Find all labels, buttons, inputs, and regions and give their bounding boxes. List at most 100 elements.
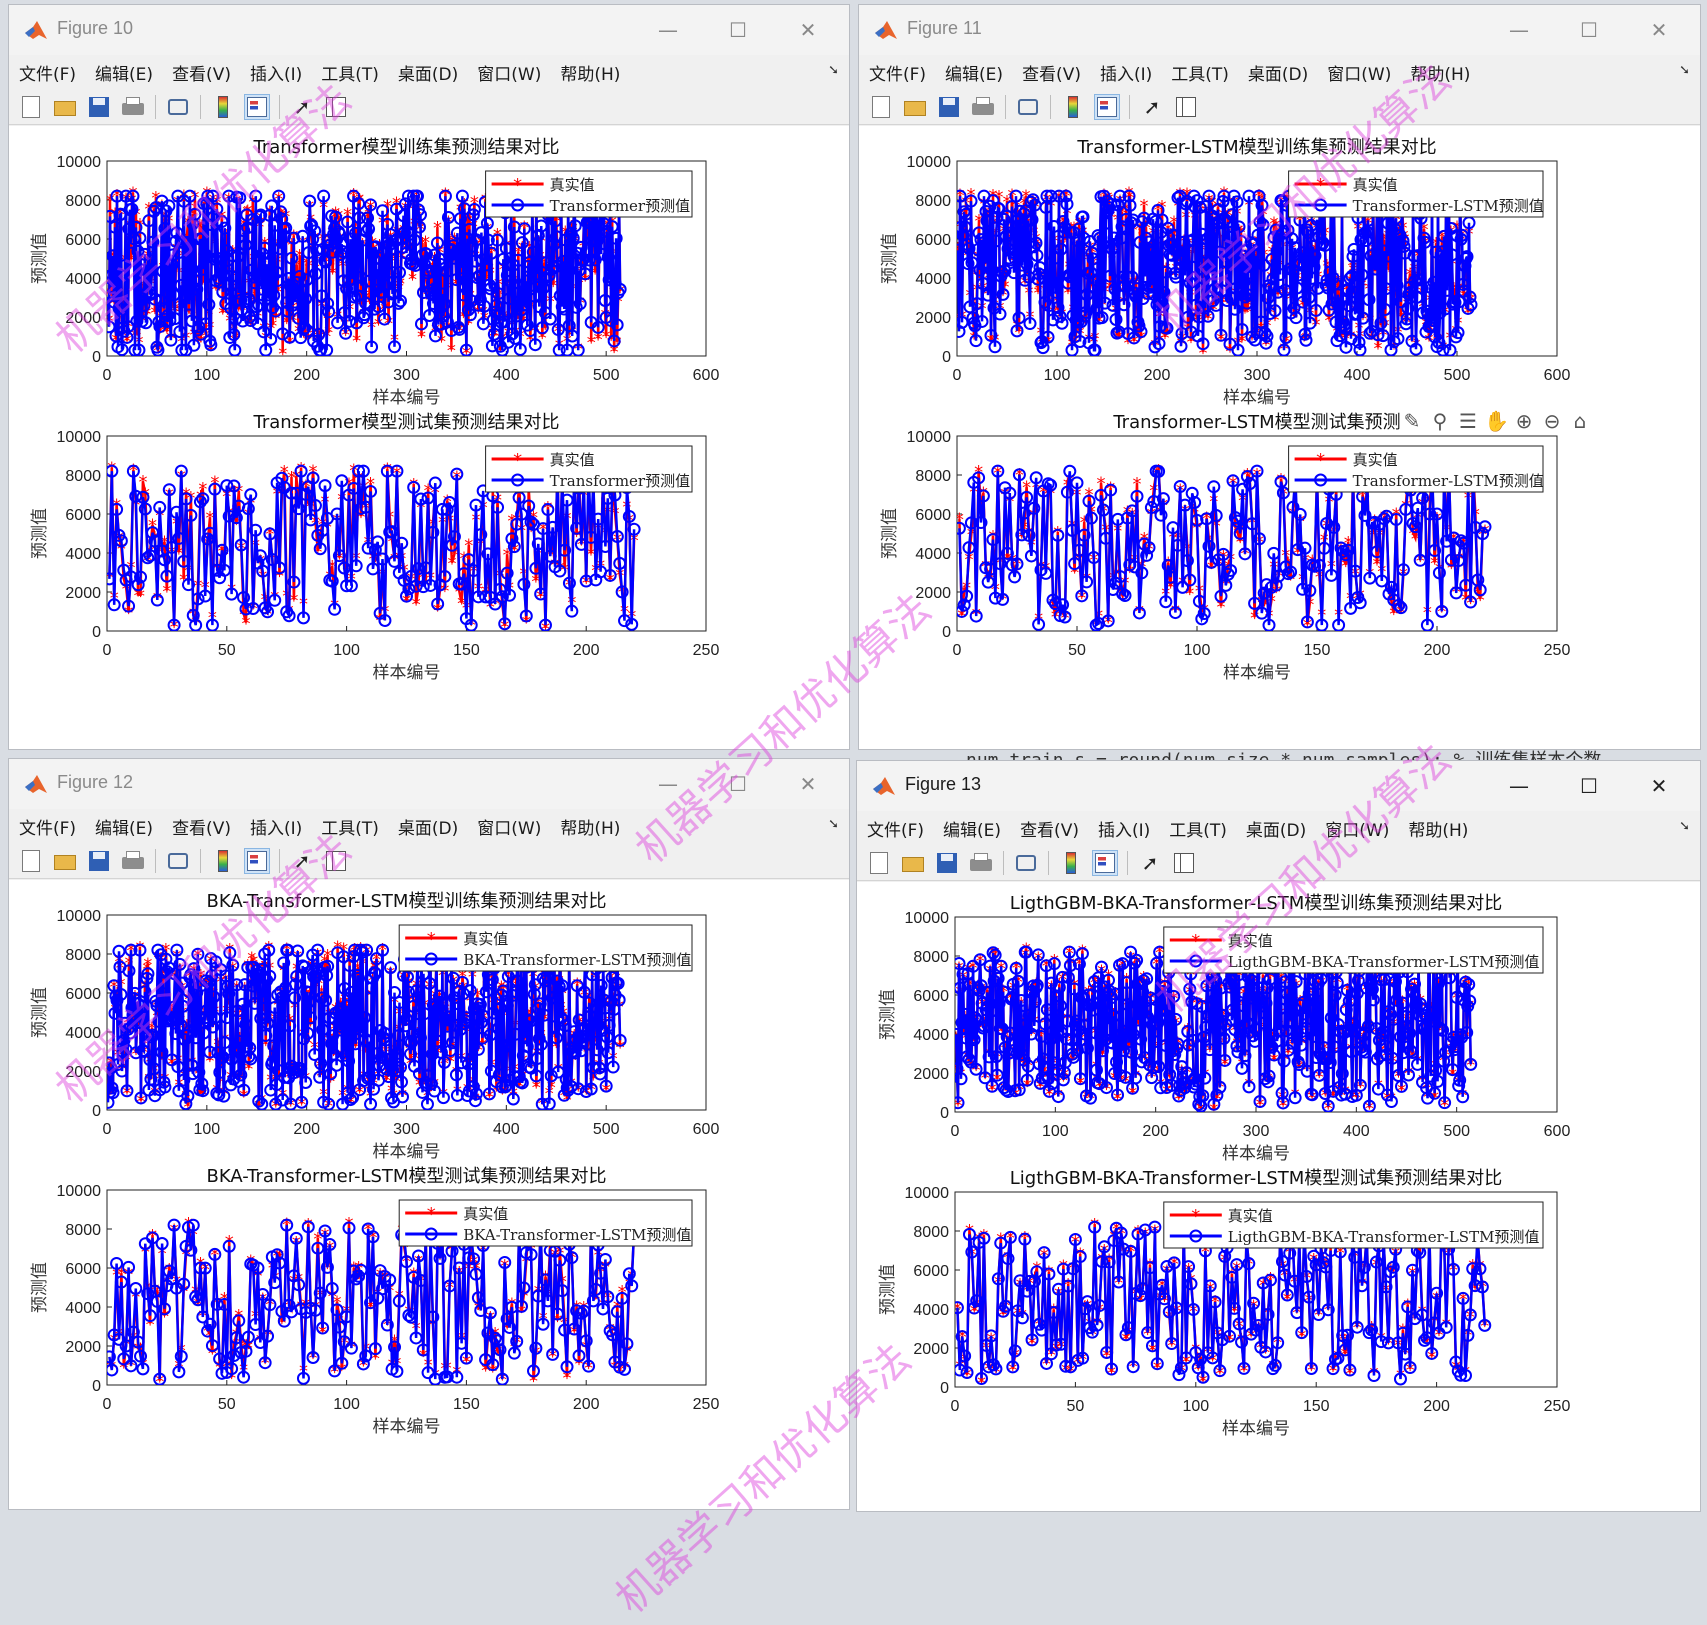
menu-overflow-icon[interactable]: ➘ (828, 63, 839, 78)
menu-item-2[interactable]: 查看(V) (1018, 816, 1081, 841)
maximize-icon[interactable]: ☐ (703, 765, 773, 803)
menu-item-0[interactable]: 文件(F) (867, 60, 928, 85)
pointer-icon[interactable]: ➚ (290, 849, 314, 873)
menu-item-4[interactable]: 工具(T) (1167, 816, 1229, 841)
maximize-icon[interactable]: ☐ (1554, 767, 1624, 805)
pointer-icon[interactable]: ➚ (1140, 95, 1164, 119)
menu-item-4[interactable]: 工具(T) (319, 60, 381, 85)
legend-icon[interactable] (245, 95, 269, 119)
link-plot-icon[interactable] (166, 849, 190, 873)
menu-item-0[interactable]: 文件(F) (17, 60, 78, 85)
datatip-icon[interactable]: ⚲ (1428, 409, 1452, 433)
menu-item-6[interactable]: 窗口(W) (1325, 60, 1393, 85)
menu-item-0[interactable]: 文件(F) (17, 814, 78, 839)
new-figure-icon[interactable] (872, 96, 890, 118)
link-plot-icon[interactable] (166, 95, 190, 119)
save-icon[interactable] (87, 849, 111, 873)
zoom-in-icon[interactable]: ⊕ (1512, 409, 1536, 433)
title-bar[interactable]: Figure 12—☐✕ (9, 759, 849, 809)
close-icon[interactable]: ✕ (773, 765, 843, 803)
menu-item-7[interactable]: 帮助(H) (558, 814, 622, 839)
save-icon[interactable] (935, 851, 959, 875)
pan-icon[interactable]: ✋ (1484, 409, 1508, 433)
maximize-icon[interactable]: ☐ (1554, 11, 1624, 49)
menu-overflow-icon[interactable]: ➘ (828, 817, 839, 832)
menu-item-7[interactable]: 帮助(H) (558, 60, 622, 85)
property-inspector-icon[interactable] (1174, 95, 1198, 119)
legend-icon[interactable] (1095, 95, 1119, 119)
pointer-icon[interactable]: ➚ (290, 95, 314, 119)
menu-item-2[interactable]: 查看(V) (170, 60, 233, 85)
figure-window-10[interactable]: Figure 10—☐✕ 文件(F) 编辑(E) 查看(V) 插入(I) 工具(T) 桌面(… (8, 4, 850, 750)
menu-item-0[interactable]: 文件(F) (865, 816, 926, 841)
minimize-icon[interactable]: — (633, 765, 703, 803)
home-icon[interactable]: ⌂ (1568, 409, 1592, 433)
menu-item-2[interactable]: 查看(V) (1020, 60, 1083, 85)
property-inspector-icon[interactable] (324, 849, 348, 873)
menu-item-3[interactable]: 插入(I) (248, 60, 304, 85)
restore-icon[interactable]: ☰ (1456, 409, 1480, 433)
colorbar-icon[interactable] (1061, 95, 1085, 119)
colorbar-icon[interactable] (211, 849, 235, 873)
title-bar[interactable]: Figure 13—☐✕ (857, 761, 1700, 811)
pointer-icon[interactable]: ➚ (1138, 851, 1162, 875)
print-icon[interactable] (121, 849, 145, 873)
new-figure-icon[interactable] (870, 852, 888, 874)
print-icon[interactable] (971, 95, 995, 119)
figure-window-13[interactable]: Figure 13—☐✕ 文件(F) 编辑(E) 查看(V) 插入(I) 工具(T) 桌面(… (856, 760, 1701, 1512)
print-icon[interactable] (969, 851, 993, 875)
menu-item-5[interactable]: 桌面(D) (396, 60, 460, 85)
menu-item-5[interactable]: 桌面(D) (1244, 816, 1308, 841)
minimize-icon[interactable]: — (1484, 11, 1554, 49)
menu-item-4[interactable]: 工具(T) (1169, 60, 1231, 85)
menu-item-3[interactable]: 插入(I) (1098, 60, 1154, 85)
save-icon[interactable] (87, 95, 111, 119)
legend-icon[interactable] (1093, 851, 1117, 875)
menu-item-7[interactable]: 帮助(H) (1406, 816, 1470, 841)
menu-item-1[interactable]: 编辑(E) (93, 60, 155, 85)
colorbar-icon[interactable] (1059, 851, 1083, 875)
colorbar-icon[interactable] (211, 95, 235, 119)
menu-item-3[interactable]: 插入(I) (248, 814, 304, 839)
property-inspector-icon[interactable] (1172, 851, 1196, 875)
title-bar[interactable]: Figure 11—☐✕ (859, 5, 1700, 55)
menu-item-4[interactable]: 工具(T) (319, 814, 381, 839)
figure-window-12[interactable]: Figure 12—☐✕文件(F)编辑(E)查看(V)插入(I)工具(T)桌面(… (8, 758, 850, 1510)
close-icon[interactable]: ✕ (1624, 11, 1694, 49)
menu-item-3[interactable]: 插入(I) (1096, 816, 1152, 841)
menu-item-6[interactable]: 窗口(W) (475, 814, 543, 839)
menu-item-5[interactable]: 桌面(D) (1246, 60, 1310, 85)
link-plot-icon[interactable] (1016, 95, 1040, 119)
brush-icon[interactable]: ✎ (1400, 409, 1424, 433)
open-file-icon[interactable] (53, 95, 77, 119)
property-inspector-icon[interactable] (324, 95, 348, 119)
minimize-icon[interactable]: — (633, 11, 703, 49)
menu-item-1[interactable]: 编辑(E) (941, 816, 1003, 841)
menu-item-7[interactable]: 帮助(H) (1408, 60, 1472, 85)
menu-overflow-icon[interactable]: ➘ (1679, 819, 1690, 834)
new-figure-icon[interactable] (22, 850, 40, 872)
title-bar[interactable]: Figure 10—☐✕ (9, 5, 849, 55)
new-figure-icon[interactable] (22, 96, 40, 118)
open-file-icon[interactable] (53, 849, 77, 873)
maximize-icon[interactable]: ☐ (703, 11, 773, 49)
menu-item-1[interactable]: 编辑(E) (93, 814, 155, 839)
print-icon[interactable] (121, 95, 145, 119)
save-icon[interactable] (937, 95, 961, 119)
minimize-icon[interactable]: — (1484, 767, 1554, 805)
close-icon[interactable]: ✕ (1624, 767, 1694, 805)
menu-item-2[interactable]: 查看(V) (170, 814, 233, 839)
close-icon[interactable]: ✕ (773, 11, 843, 49)
link-plot-icon[interactable] (1014, 851, 1038, 875)
figure-window-11[interactable]: Figure 11—☐✕文件(F)编辑(E)查看(V)插入(I)工具(T)桌面(… (858, 4, 1701, 750)
